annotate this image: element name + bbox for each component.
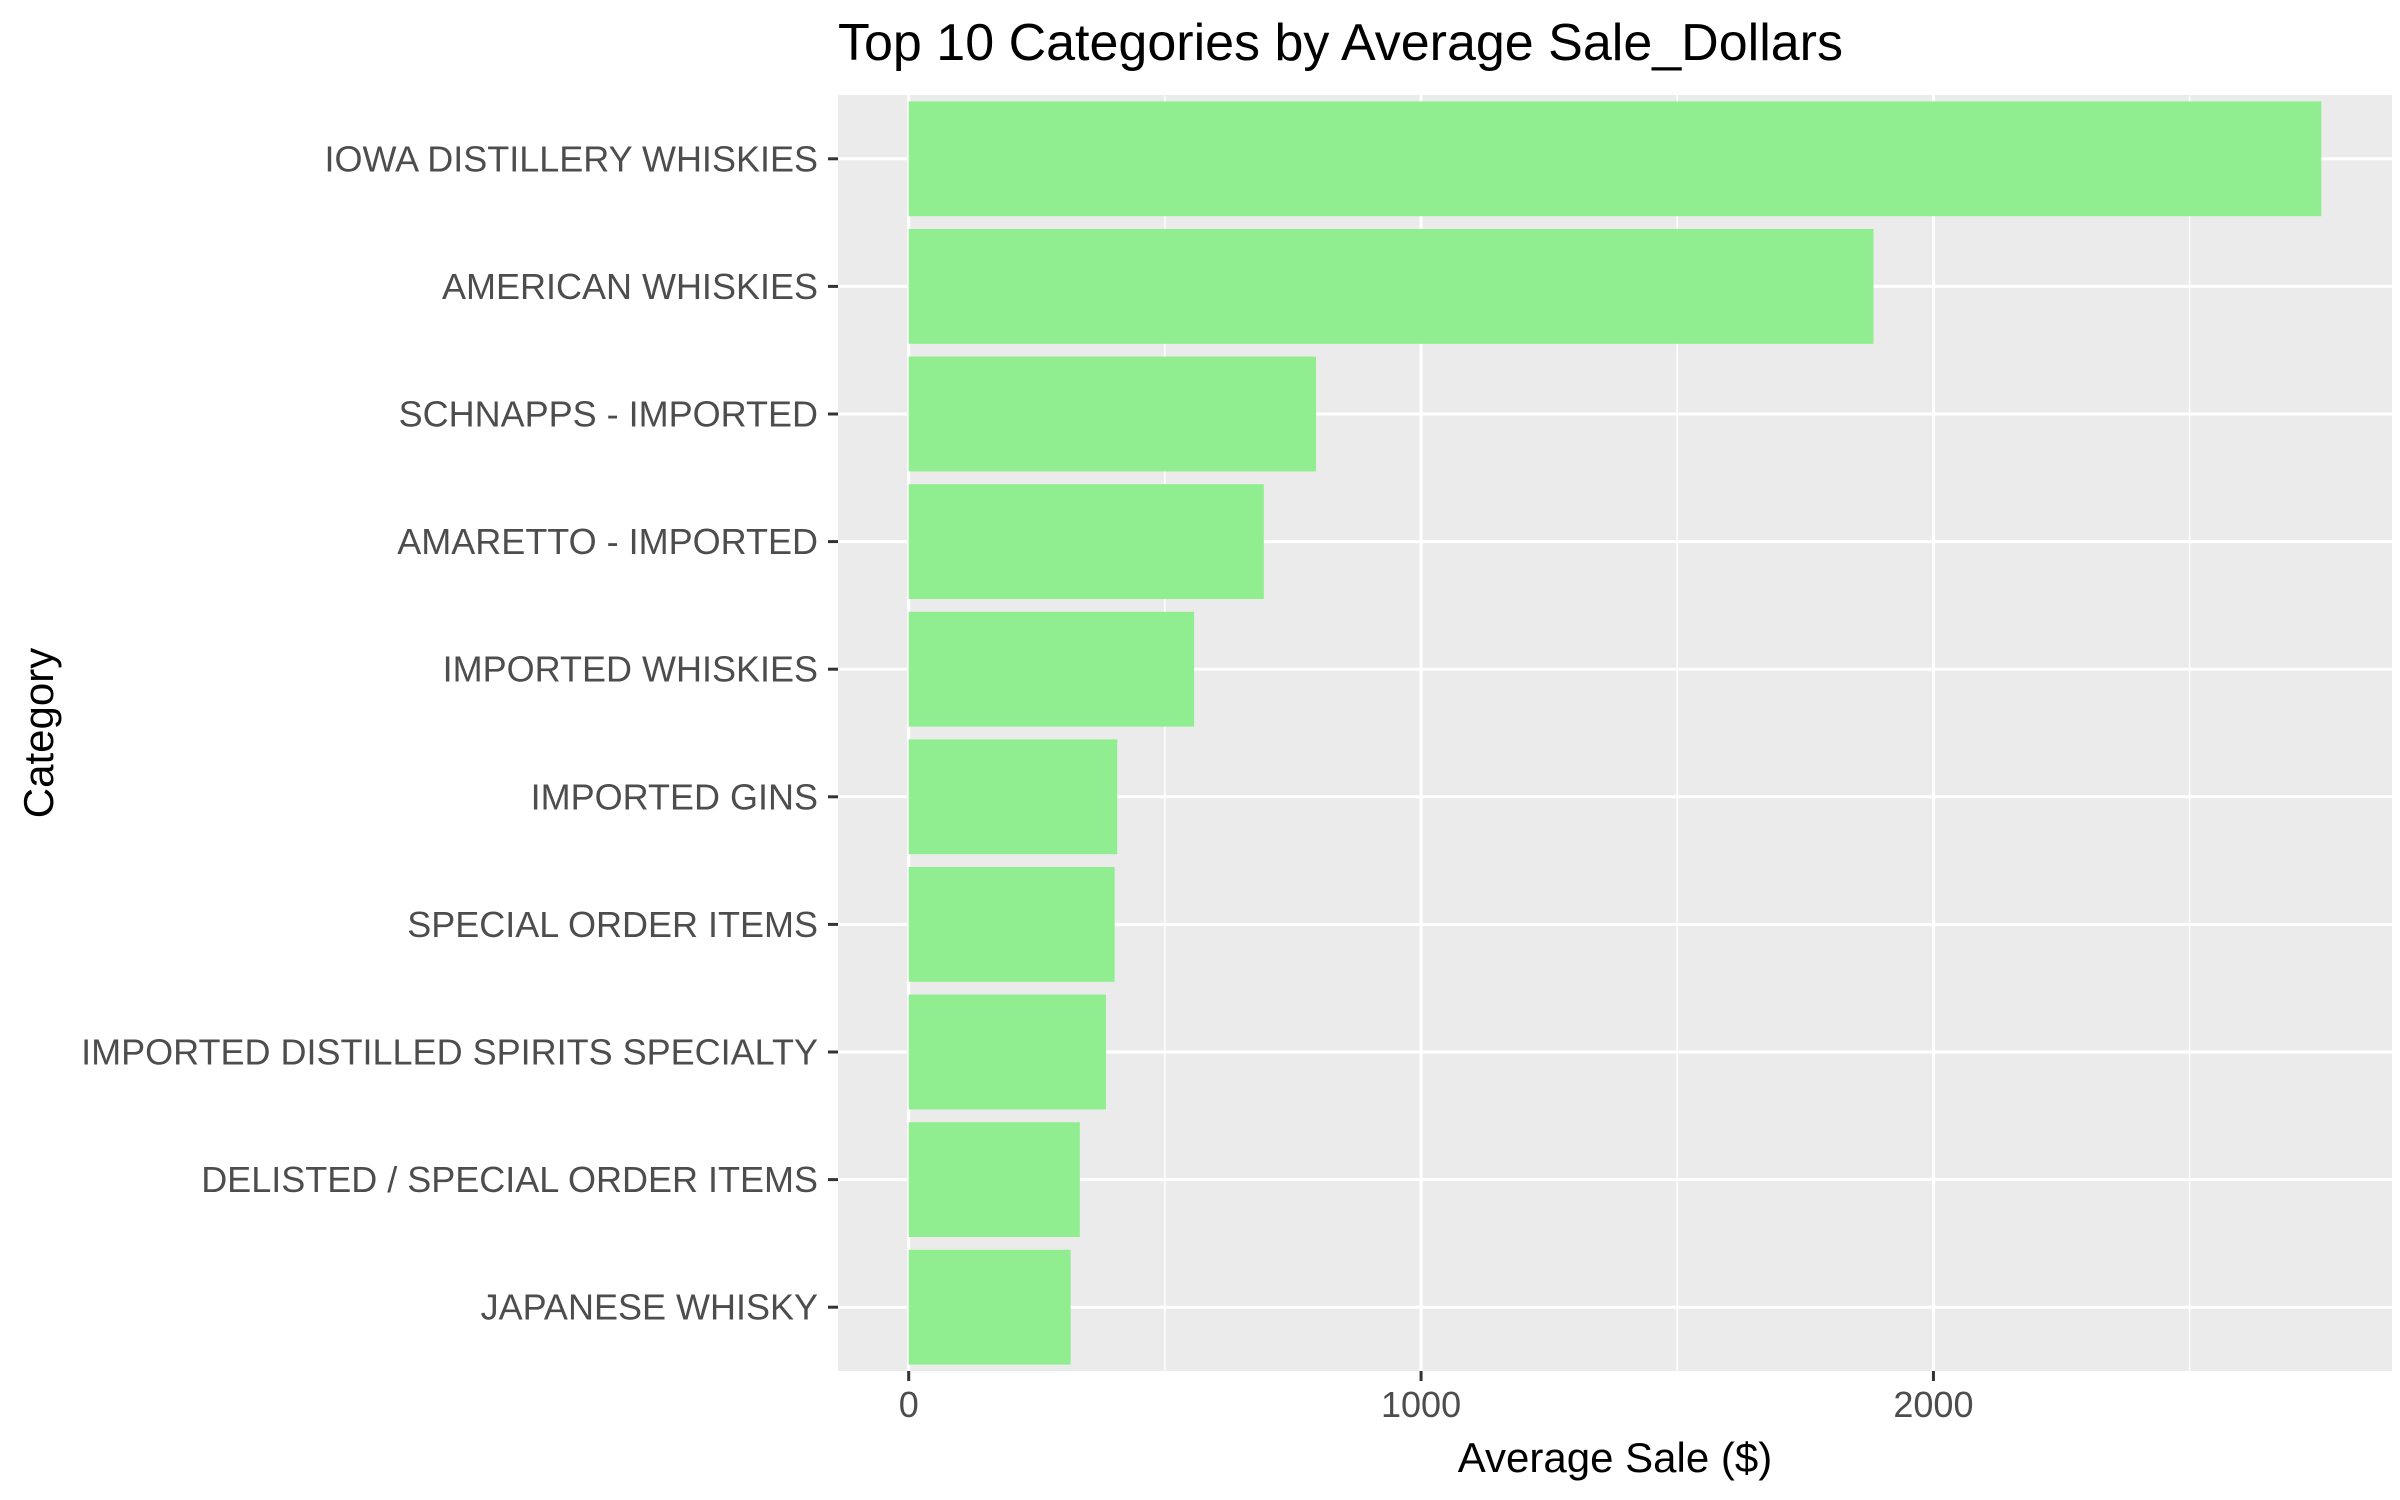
bar — [908, 866, 1115, 982]
bar — [908, 1249, 1071, 1365]
y-tick-label: IMPORTED DISTILLED SPIRITS SPECIALTY — [81, 1032, 818, 1073]
y-tick-label: JAPANESE WHISKY — [481, 1287, 818, 1328]
chart-title: Top 10 Categories by Average Sale_Dollar… — [838, 14, 1843, 72]
y-axis: IOWA DISTILLERY WHISKIES AMERICAN WHISKIE… — [81, 138, 838, 1328]
y-axis-title: Category — [15, 648, 62, 818]
y-tick-label: SPECIAL ORDER ITEMS — [407, 904, 818, 945]
y-tick-label: SCHNAPPS - IMPORTED — [399, 394, 818, 435]
x-tick-label: 2000 — [1893, 1384, 1973, 1425]
y-tick-label: AMERICAN WHISKIES — [442, 266, 818, 307]
y-tick-label: IMPORTED GINS — [531, 776, 818, 817]
x-tick-label: 0 — [899, 1384, 919, 1425]
bar — [908, 484, 1264, 600]
x-axis: 0 1000 2000 — [899, 1371, 1973, 1425]
bar — [908, 356, 1317, 472]
bar — [908, 739, 1118, 855]
x-tick-label: 1000 — [1381, 1384, 1461, 1425]
y-tick-label: IOWA DISTILLERY WHISKIES — [325, 138, 818, 179]
bars — [908, 101, 2322, 1365]
y-tick-label: IMPORTED WHISKIES — [443, 649, 818, 690]
bar — [908, 994, 1106, 1110]
bar — [908, 1122, 1080, 1238]
y-tick-label: AMARETTO - IMPORTED — [397, 521, 818, 562]
bar — [908, 611, 1195, 727]
bar — [908, 101, 2322, 217]
bar — [908, 228, 1874, 344]
x-axis-title: Average Sale ($) — [1458, 1434, 1772, 1481]
y-tick-label: DELISTED / SPECIAL ORDER ITEMS — [201, 1159, 818, 1200]
